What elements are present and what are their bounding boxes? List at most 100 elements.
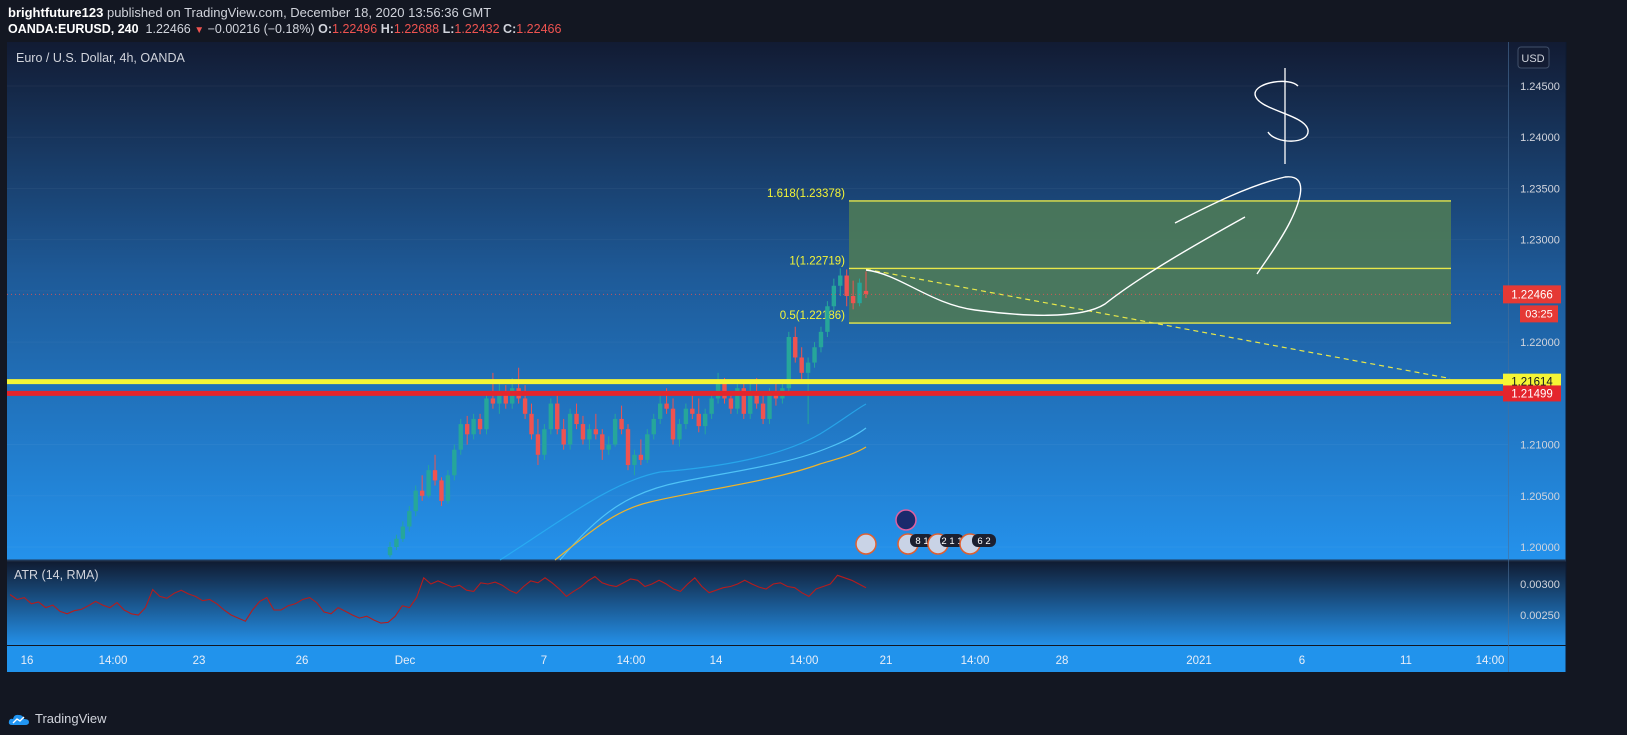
candle-body xyxy=(426,470,431,496)
fib-level-label: 1.618(1.23378) xyxy=(767,188,845,200)
candle-body xyxy=(767,393,772,419)
x-tick-label: 6 xyxy=(1299,655,1305,667)
x-tick-label: 11 xyxy=(1400,655,1412,667)
x-tick-label: 2021 xyxy=(1186,655,1212,667)
candle-body xyxy=(670,408,676,440)
chart-area[interactable]: Euro / U.S. Dollar, 4h, OANDA USD 1.618(… xyxy=(0,42,1627,703)
candle-body xyxy=(715,383,721,399)
x-tick-label: 14:00 xyxy=(617,655,646,667)
red-level-tag-label: 1.21499 xyxy=(1511,388,1553,400)
candle-body xyxy=(619,418,624,430)
projection-curve-upper xyxy=(1174,176,1302,275)
x-tick-label: 14:00 xyxy=(99,655,128,667)
published-text: published on TradingView.com, December 1… xyxy=(106,5,492,20)
candle-body xyxy=(535,434,541,455)
candle-body xyxy=(741,388,746,414)
atr-line xyxy=(9,574,867,624)
candle-body xyxy=(857,282,862,304)
candle-body xyxy=(542,429,547,455)
candle-body xyxy=(786,336,792,389)
candle-body xyxy=(413,490,418,512)
candle-body xyxy=(439,480,444,501)
candle-body xyxy=(838,275,843,286)
symbol-label[interactable]: OANDA:EURUSD, 240 xyxy=(8,22,139,36)
x-tick-label: 16 xyxy=(21,655,34,667)
candle-body xyxy=(484,398,489,430)
y-tick-label: 1.23000 xyxy=(1520,235,1560,247)
x-tick-label: 14 xyxy=(710,655,723,667)
event-badge-label: 8 1 xyxy=(915,536,928,547)
y-tick-label: 1.21000 xyxy=(1520,440,1560,452)
candle-body xyxy=(690,408,695,414)
candle-body xyxy=(645,434,650,460)
y-tick-label: 1.24500 xyxy=(1520,81,1560,93)
currency-button[interactable] xyxy=(1517,46,1550,69)
high-label: H: xyxy=(380,22,394,36)
candle-body xyxy=(419,490,425,496)
candle-body xyxy=(799,357,804,373)
candle-body xyxy=(664,403,669,409)
open-value: 1.22496 xyxy=(332,22,378,36)
candle-body xyxy=(407,511,412,527)
candle-body xyxy=(606,444,611,450)
fib-level-label: 0.5(1.22186) xyxy=(780,310,845,322)
atr-pane-bg xyxy=(7,562,1566,645)
candle-body xyxy=(497,393,502,404)
candle-body xyxy=(818,331,824,348)
atr-title: ATR (14, RMA) xyxy=(14,568,99,582)
fib-level-label: 1(1.22719) xyxy=(789,255,845,267)
candle-body xyxy=(748,393,753,414)
event-badge-label: 6 2 xyxy=(977,536,990,547)
event-us-1-icon xyxy=(855,533,877,555)
ema-fast-line xyxy=(559,427,867,561)
candle-body xyxy=(477,418,483,430)
candle-body xyxy=(793,336,798,358)
candle-body xyxy=(600,434,605,450)
x-tick-label: 28 xyxy=(1056,655,1069,667)
candle-body xyxy=(831,285,837,307)
candle-body xyxy=(593,429,599,435)
countdown-tag xyxy=(1520,305,1558,323)
low-value: 1.22432 xyxy=(454,22,500,36)
tradingview-brand: TradingView xyxy=(35,711,107,726)
close-label: C: xyxy=(503,22,517,36)
high-value: 1.22688 xyxy=(393,22,440,36)
candle-body xyxy=(850,296,856,304)
close-value: 1.22466 xyxy=(516,22,562,36)
candle-body xyxy=(394,538,399,547)
candle-body xyxy=(452,449,457,476)
candle-body xyxy=(503,393,508,404)
x-tick-label: 7 xyxy=(541,655,547,667)
event-eu-icon xyxy=(895,509,917,531)
candle-body xyxy=(400,526,406,539)
y-tick-label: 1.20000 xyxy=(1520,542,1560,554)
y-tick-label: 1.22000 xyxy=(1520,337,1560,349)
footer: TradingView xyxy=(0,703,1627,735)
candle-body xyxy=(696,413,701,427)
x-tick-label: 14:00 xyxy=(790,655,819,667)
candle-body xyxy=(522,398,528,414)
last-price-tag-label: 1.22466 xyxy=(1511,289,1553,301)
candle-body xyxy=(657,403,663,419)
candle-body xyxy=(580,424,586,440)
candle-body xyxy=(548,403,554,430)
candle-body xyxy=(632,454,637,466)
down-arrow-icon: ▼ xyxy=(194,25,205,36)
y-tick-label: 1.20500 xyxy=(1520,491,1560,503)
tradingview-logo[interactable]: TradingView xyxy=(8,711,107,726)
candle-body xyxy=(651,418,656,435)
x-tick-label: 23 xyxy=(193,655,206,667)
ema-fast-outer xyxy=(499,403,867,561)
candle-body xyxy=(458,424,463,450)
projection-curve xyxy=(865,216,1246,316)
candle-body xyxy=(625,429,631,466)
x-tick-label: 21 xyxy=(880,655,893,667)
candle-body xyxy=(567,413,573,445)
x-tick-label: 14:00 xyxy=(1476,655,1505,667)
candle-body xyxy=(722,383,727,399)
candle-body xyxy=(555,403,560,430)
candle-body xyxy=(490,398,496,404)
author-name[interactable]: brightfuture123 xyxy=(8,5,104,20)
atr-y-tick-label: 0.00300 xyxy=(1520,579,1560,591)
candle-body xyxy=(754,393,759,404)
